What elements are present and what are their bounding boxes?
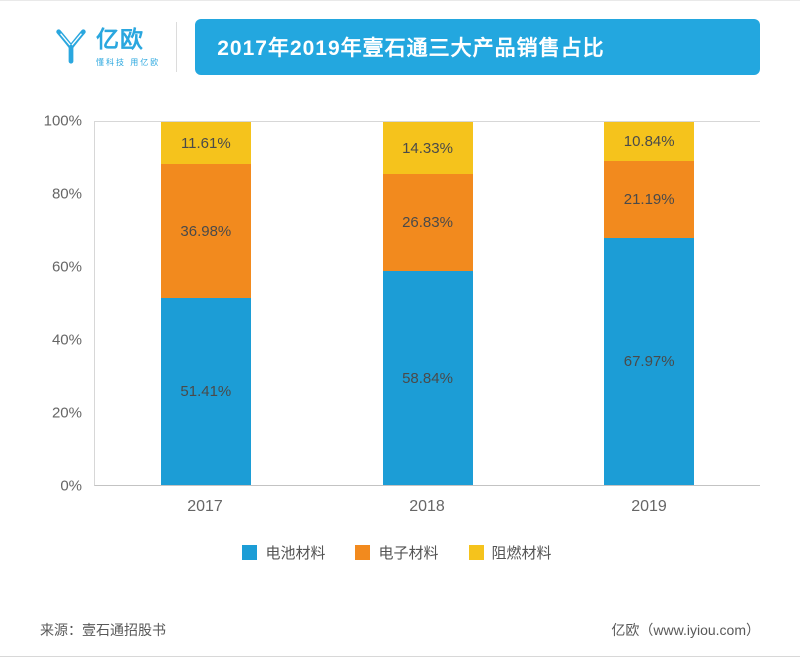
bar-value-label: 10.84% [623, 133, 675, 151]
brand-logo: 亿欧 懂科技 用亿欧 [52, 26, 160, 67]
bar-value-label: 58.84% [402, 369, 453, 387]
legend-item: 电池材料 [242, 542, 325, 563]
iyiou-logo-icon [52, 26, 90, 66]
x-tick-label: 2019 [631, 498, 667, 515]
bar-value-label: 26.83% [402, 214, 453, 232]
bar-column: 11.61% 36.98% 51.41% [95, 122, 317, 485]
x-tick-label: 2018 [409, 498, 445, 515]
legend-label: 电子材料 [378, 545, 439, 562]
bar-segment: 36.98% [160, 164, 251, 299]
plot-row: 0% 20% 40% 60% 80% 100% 11.61% 36.98% 51.41% 14.… [34, 113, 760, 495]
bar-segment: 14.33% [382, 122, 473, 175]
bar-segment: 51.41% [160, 298, 251, 485]
legend-label: 电池材料 [265, 545, 326, 562]
bar-segment: 10.84% [604, 122, 695, 162]
stacked-bar: 14.33% 26.83% 58.84% [382, 122, 473, 485]
y-tick-label: 20% [51, 404, 82, 422]
bar-column: 14.33% 26.83% 58.84% [317, 122, 539, 485]
y-axis: 0% 20% 40% 60% 80% 100% [34, 113, 94, 495]
y-tick-label: 80% [51, 185, 82, 203]
bar-column: 10.84% 21.19% 67.97% [538, 122, 760, 485]
x-tick-label: 2017 [187, 498, 223, 515]
y-tick-label: 0% [60, 477, 82, 495]
chart: 0% 20% 40% 60% 80% 100% 11.61% 36.98% 51.41% 14.… [34, 113, 760, 563]
bar-segment: 11.61% [160, 122, 251, 165]
plot-area: 11.61% 36.98% 51.41% 14.33% 26.83% 58.84% 10.8… [94, 121, 760, 486]
legend-item: 电子材料 [355, 542, 439, 563]
bar-value-label: 51.41% [180, 383, 232, 401]
brand-text: 亿欧 懂科技 用亿欧 [96, 26, 160, 67]
y-tick-label: 40% [51, 331, 82, 349]
source-note: 来源：壹石通招股书 [40, 622, 166, 638]
bar-value-label: 36.98% [180, 222, 232, 240]
chart-title: 2017年2019年壹石通三大产品销售占比 [217, 37, 605, 60]
x-axis: 2017 2018 2019 [94, 486, 760, 516]
bar-segment: 21.19% [604, 161, 695, 239]
footer: 来源：壹石通招股书 亿欧（www.iyiou.com） [0, 620, 800, 656]
y-tick-label: 60% [51, 258, 82, 276]
legend-item: 阻燃材料 [468, 542, 552, 563]
brand-name: 亿欧 [96, 26, 144, 53]
bar-segment: 58.84% [382, 271, 473, 485]
legend: 电池材料 电子材料 阻燃材料 [34, 542, 760, 563]
legend-label: 阻燃材料 [491, 545, 552, 562]
bar-value-label: 21.19% [623, 191, 675, 209]
stacked-bar: 10.84% 21.19% 67.97% [604, 122, 695, 485]
bar-value-label: 67.97% [623, 353, 675, 371]
bar-value-label: 11.61% [180, 134, 231, 152]
y-tick-label: 100% [43, 112, 82, 130]
stacked-bar: 11.61% 36.98% 51.41% [160, 122, 251, 485]
bar-segment: 67.97% [604, 238, 695, 485]
bar-value-label: 14.33% [402, 139, 453, 157]
legend-swatch [468, 545, 484, 560]
legend-swatch [242, 545, 258, 560]
legend-swatch [355, 545, 371, 560]
header-divider [176, 22, 178, 72]
credit-note: 亿欧（www.iyiou.com） [611, 622, 760, 638]
brand-tagline: 懂科技 用亿欧 [96, 57, 161, 67]
title-banner: 2017年2019年壹石通三大产品销售占比 [195, 19, 760, 75]
header: 亿欧 懂科技 用亿欧 2017年2019年壹石通三大产品销售占比 [0, 1, 800, 81]
bar-segment: 26.83% [382, 174, 473, 272]
